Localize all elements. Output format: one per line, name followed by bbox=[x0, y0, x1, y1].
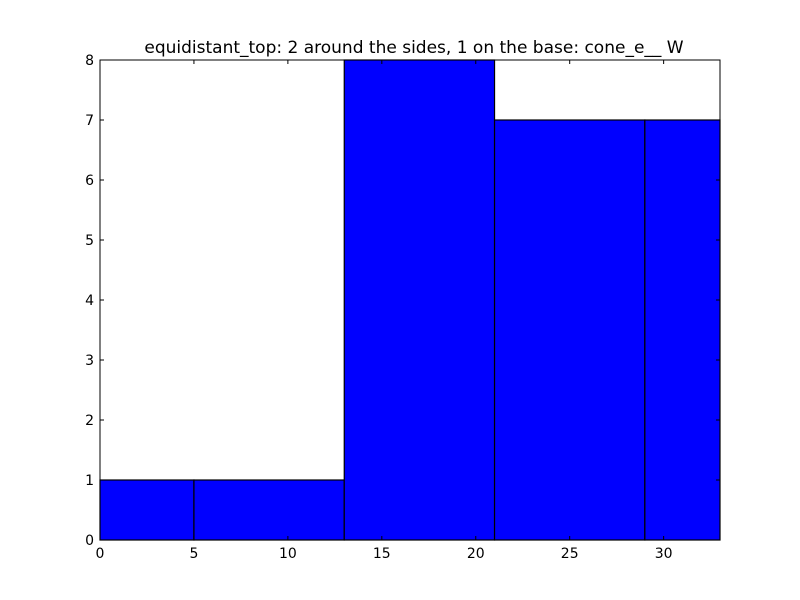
x-tick-label-25: 25 bbox=[561, 546, 579, 562]
histogram-bar-2 bbox=[343, 59, 496, 541]
histogram-bar-1 bbox=[193, 479, 345, 541]
x-tick-label-20: 20 bbox=[467, 546, 485, 562]
y-tick-label-8: 8 bbox=[85, 53, 94, 69]
y-tick-label-3: 3 bbox=[85, 353, 94, 369]
bars-layer bbox=[99, 59, 721, 541]
x-tick-label-10: 10 bbox=[279, 546, 297, 562]
histogram-bar-4 bbox=[644, 119, 721, 541]
y-tick-label-4: 4 bbox=[85, 293, 94, 309]
histogram-bar-0 bbox=[99, 479, 195, 541]
x-tick-label-30: 30 bbox=[655, 546, 673, 562]
y-tick-label-2: 2 bbox=[85, 413, 94, 429]
y-tick-label-7: 7 bbox=[85, 113, 94, 129]
chart-title: equidistant_top: 2 around the sides, 1 o… bbox=[144, 38, 683, 58]
y-tick-label-5: 5 bbox=[85, 233, 94, 249]
x-tick-label-15: 15 bbox=[373, 546, 391, 562]
y-tick-label-1: 1 bbox=[85, 473, 94, 489]
x-tick-label-0: 0 bbox=[96, 546, 105, 562]
histogram-bar-3 bbox=[493, 119, 646, 541]
tick-labels-layer: 0 5 10 15 20 25 30 0 1 2 3 4 5 6 7 8 bbox=[85, 53, 672, 562]
y-tick-label-6: 6 bbox=[85, 173, 94, 189]
x-tick-label-5: 5 bbox=[189, 546, 198, 562]
ticks-layer bbox=[99, 59, 720, 541]
y-tick-label-0: 0 bbox=[85, 533, 94, 549]
